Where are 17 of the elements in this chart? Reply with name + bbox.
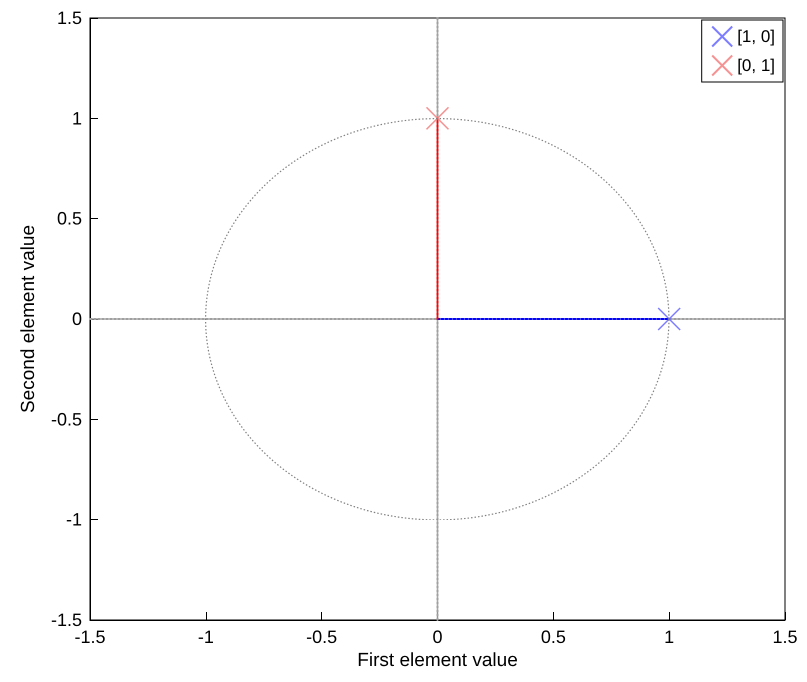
y-tick-label: 0.5: [56, 208, 82, 229]
y-tick-label: -0.5: [50, 409, 82, 430]
legend-label: [0, 1]: [737, 56, 776, 75]
x-tick-label: -1: [198, 627, 214, 647]
x-axis-title: First element value: [357, 650, 518, 671]
legend-label: [1, 0]: [737, 27, 776, 46]
x-tick-label: 0.5: [540, 627, 566, 647]
y-axis-title: Second element value: [18, 224, 39, 414]
y-tick-label: 0: [72, 309, 82, 329]
y-tick-label: 1: [72, 108, 82, 128]
x-tick-label: 0: [432, 627, 443, 647]
y-tick-label: -1: [66, 510, 82, 530]
x-tick-label: -0.5: [306, 627, 338, 647]
y-tick-label: -1.5: [50, 610, 82, 630]
x-tick-label: 1: [664, 627, 674, 647]
y-tick-label: 1.5: [56, 8, 82, 28]
x-tick-label: 1.5: [772, 627, 798, 647]
